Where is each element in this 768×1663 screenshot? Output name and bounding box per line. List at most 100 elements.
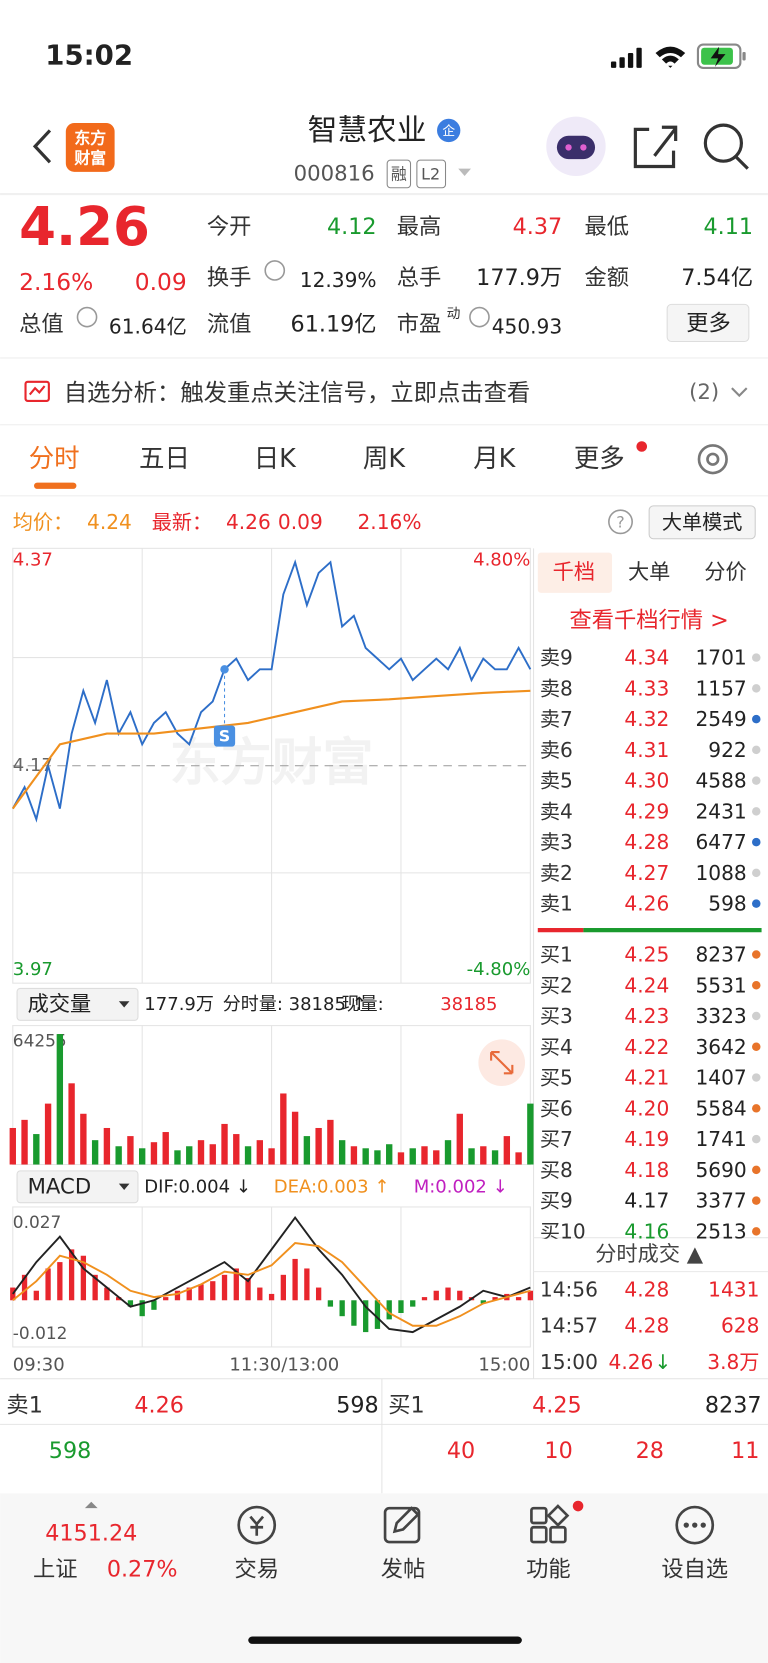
settings-button[interactable] xyxy=(697,444,728,475)
macd-bar xyxy=(457,1290,463,1301)
macd-bar xyxy=(174,1290,181,1301)
index-name[interactable]: 上证 xyxy=(33,1557,78,1583)
pct-label: 4.80% xyxy=(473,549,530,570)
macd-bar xyxy=(421,1297,428,1301)
tab[interactable]: 五日 xyxy=(139,444,190,474)
ask-queue: 598 xyxy=(49,1438,92,1464)
index-value[interactable]: 4151.24 xyxy=(45,1521,137,1547)
avg-value: 4.24 xyxy=(87,510,132,534)
book-volume: 1741 xyxy=(695,1127,746,1151)
trades-header-bg xyxy=(534,1238,768,1271)
macd-bar xyxy=(280,1274,286,1301)
selector[interactable] xyxy=(16,987,139,1021)
macd-bar xyxy=(351,1300,357,1326)
change-pct: 2.16% xyxy=(19,268,93,296)
volume-bar xyxy=(150,1142,158,1165)
tab[interactable]: 周K xyxy=(363,444,406,474)
macd-bar xyxy=(257,1287,263,1301)
dropdown[interactable] xyxy=(458,168,471,177)
volume-bar xyxy=(139,1148,146,1165)
book-dot xyxy=(752,1196,761,1205)
macd-bar xyxy=(304,1268,310,1301)
dif-label: DIF:0.004 ↓ xyxy=(144,1176,251,1197)
book-dot xyxy=(752,899,761,908)
share-button[interactable] xyxy=(633,125,678,169)
dif-line xyxy=(12,1215,531,1334)
volume-now: 38185 xyxy=(440,994,497,1015)
pct-label: -4.80% xyxy=(467,959,531,980)
signal-marker[interactable] xyxy=(213,725,236,747)
mode-button[interactable] xyxy=(648,505,756,540)
volume-bar xyxy=(91,1140,99,1165)
chart-grid xyxy=(12,547,535,1379)
alert-text[interactable]: 自选分析：触发重点关注信号，立即点击查看 xyxy=(64,378,531,406)
back-button[interactable] xyxy=(32,129,52,164)
volume-bar xyxy=(338,1140,346,1165)
nav-item[interactable]: 设自选 xyxy=(661,1557,728,1583)
book-label: 买1 xyxy=(540,943,573,967)
book-volume: 1088 xyxy=(695,861,746,885)
book-dot xyxy=(752,653,761,662)
book-price: 4.27 xyxy=(624,861,669,885)
field-value: 450.93 xyxy=(492,315,562,339)
book-tab[interactable]: 大单 xyxy=(628,560,670,585)
macd-bar xyxy=(527,1290,534,1301)
tab[interactable]: 分时 xyxy=(29,444,80,474)
bid-queue: 28 xyxy=(636,1438,664,1464)
tab[interactable]: 日K xyxy=(254,444,297,474)
field-label: 总手 xyxy=(397,265,442,291)
book-price: 4.23 xyxy=(624,1004,669,1028)
macd-bar xyxy=(68,1249,75,1301)
volume-bar xyxy=(9,1127,16,1165)
nav-item[interactable]: 功能 xyxy=(526,1557,571,1583)
book-tab[interactable]: 分价 xyxy=(704,560,746,585)
price: 4.26 xyxy=(19,196,150,258)
y-tick-label: 4.17 xyxy=(13,755,53,776)
nav-item[interactable]: 交易 xyxy=(234,1557,279,1583)
tab[interactable]: 月K xyxy=(473,444,516,474)
field-value: 4.11 xyxy=(704,214,754,240)
price-line xyxy=(11,559,532,823)
badge-text: 企 xyxy=(442,123,455,138)
y-tick-label: 0.027 xyxy=(13,1212,62,1232)
book-dot xyxy=(752,1104,761,1113)
tab[interactable]: 更多 xyxy=(574,444,625,474)
info-icon xyxy=(76,306,98,328)
volume-bar xyxy=(197,1140,205,1165)
latest-change: 0.09 xyxy=(278,510,323,534)
more-button[interactable] xyxy=(666,303,750,343)
book-label: 卖2 xyxy=(540,861,573,885)
book-tab[interactable]: 千档 xyxy=(553,560,595,585)
book-label: 卖1 xyxy=(540,892,573,916)
search-button[interactable] xyxy=(703,123,749,170)
expand-button[interactable] xyxy=(478,1039,526,1087)
nav-item[interactable]: 发帖 xyxy=(381,1557,426,1583)
book-label: 买3 xyxy=(540,1004,573,1028)
book-dot xyxy=(752,1042,761,1052)
status-icons xyxy=(610,43,746,69)
book-volume: 3323 xyxy=(695,1004,746,1028)
avatar[interactable] xyxy=(546,116,606,177)
index-pct[interactable]: 0.27% xyxy=(107,1557,178,1583)
bid-queue: 40 xyxy=(447,1438,475,1464)
volume-bar xyxy=(221,1123,228,1165)
book-label: 卖8 xyxy=(540,676,573,700)
mode-text[interactable]: 大单模式 xyxy=(662,510,743,534)
badge-dot xyxy=(572,1500,584,1512)
book-label: 卖6 xyxy=(540,738,573,762)
macd-bar xyxy=(386,1300,392,1320)
book-volume: 6477 xyxy=(695,830,746,854)
trade-time: 14:57 xyxy=(540,1314,598,1338)
book-price: 4.21 xyxy=(624,1066,669,1090)
macd-bar xyxy=(363,1300,369,1333)
selector-arrow xyxy=(118,1183,130,1190)
more-text[interactable]: 更多 xyxy=(686,310,731,336)
book-dot xyxy=(752,745,761,755)
book-link[interactable]: 查看千档行情 > xyxy=(569,607,728,633)
selector[interactable] xyxy=(16,1170,139,1204)
app-logo xyxy=(65,123,115,172)
field-value: 61.19亿 xyxy=(291,312,377,338)
book-price: 4.32 xyxy=(624,707,669,731)
alert-chevron[interactable] xyxy=(731,387,748,398)
info-icon xyxy=(264,260,286,281)
